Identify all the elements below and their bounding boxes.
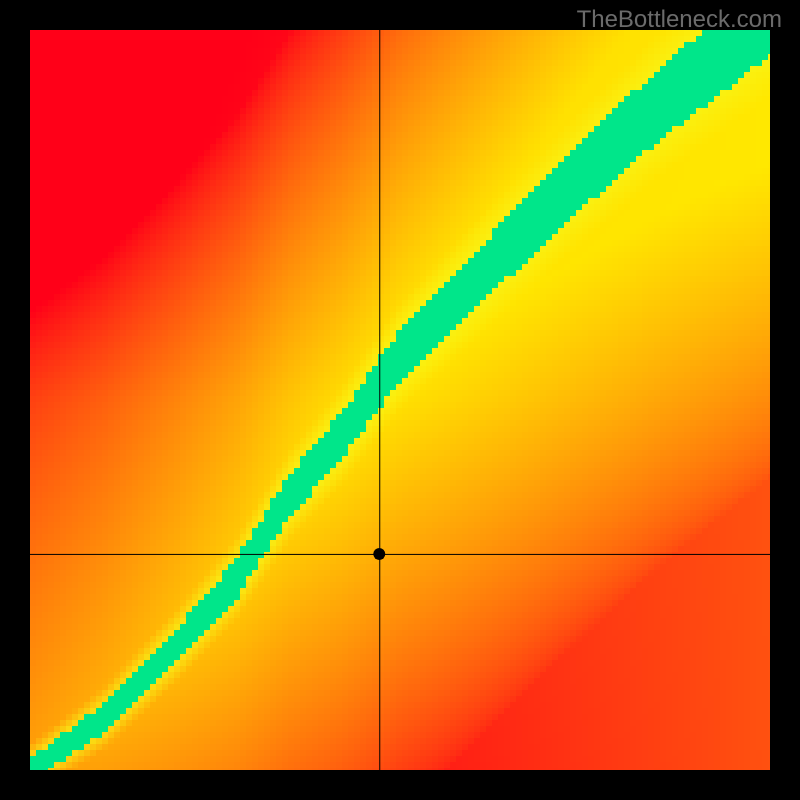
- bottleneck-heatmap: [0, 0, 800, 800]
- chart-container: TheBottleneck.com: [0, 0, 800, 800]
- watermark-text: TheBottleneck.com: [577, 6, 782, 34]
